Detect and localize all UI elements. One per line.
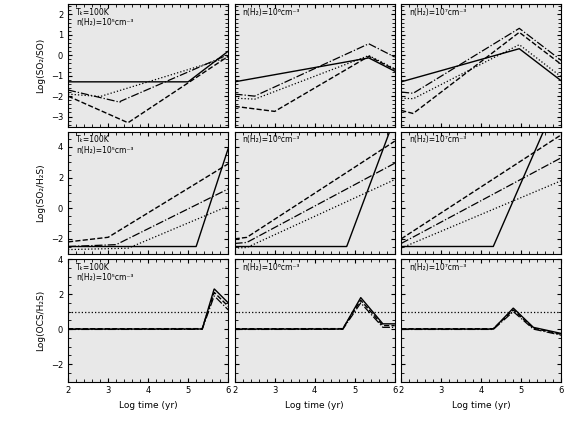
Text: n(H₂)=10⁶cm⁻³: n(H₂)=10⁶cm⁻³ [243, 135, 300, 144]
Y-axis label: Log(SO₂/H₂S): Log(SO₂/H₂S) [36, 164, 45, 222]
X-axis label: Log time (yr): Log time (yr) [452, 401, 510, 410]
Text: Tₖ=100K
n(H₂)=10⁵cm⁻³: Tₖ=100K n(H₂)=10⁵cm⁻³ [76, 263, 134, 282]
Text: n(H₂)=10⁷cm⁻³: n(H₂)=10⁷cm⁻³ [409, 8, 467, 17]
Text: n(H₂)=10⁷cm⁻³: n(H₂)=10⁷cm⁻³ [409, 135, 467, 144]
Text: Tₖ=100K
n(H₂)=10⁵cm⁻³: Tₖ=100K n(H₂)=10⁵cm⁻³ [76, 8, 134, 27]
X-axis label: Log time (yr): Log time (yr) [285, 401, 344, 410]
Y-axis label: Log(OCS/H₂S): Log(OCS/H₂S) [36, 290, 45, 351]
Text: n(H₂)=10⁶cm⁻³: n(H₂)=10⁶cm⁻³ [243, 8, 300, 17]
Text: n(H₂)=10⁷cm⁻³: n(H₂)=10⁷cm⁻³ [409, 263, 467, 272]
Y-axis label: Log(SO₂/SO): Log(SO₂/SO) [36, 38, 45, 93]
Text: Tₖ=100K
n(H₂)=10⁵cm⁻³: Tₖ=100K n(H₂)=10⁵cm⁻³ [76, 135, 134, 155]
X-axis label: Log time (yr): Log time (yr) [119, 401, 177, 410]
Text: n(H₂)=10⁶cm⁻³: n(H₂)=10⁶cm⁻³ [243, 263, 300, 272]
